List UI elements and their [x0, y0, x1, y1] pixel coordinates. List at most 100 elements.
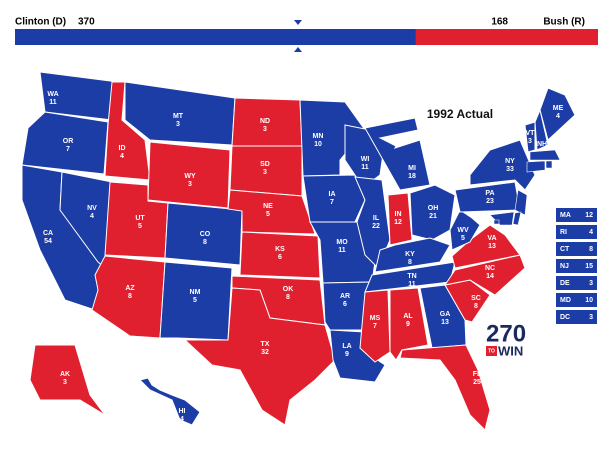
state-votes: 3	[63, 379, 67, 386]
state	[399, 344, 491, 431]
state-abbr: NE	[263, 203, 273, 210]
state-votes: 23	[486, 198, 494, 205]
state-abbr: WI	[361, 156, 370, 163]
state-abbr: NV	[87, 205, 97, 212]
state	[239, 231, 321, 279]
state-votes: 5	[266, 211, 270, 218]
state-votes: 11	[49, 99, 57, 106]
state-abbr: AL	[403, 313, 413, 320]
logo-word: WIN	[498, 343, 523, 358]
state-votes: 5	[461, 235, 465, 242]
small-state	[493, 219, 500, 225]
state	[387, 192, 413, 246]
state	[374, 237, 451, 273]
state	[469, 139, 536, 191]
state-votes: 7	[330, 199, 334, 206]
state-votes: 8	[203, 239, 207, 246]
state-votes: 4	[90, 213, 94, 220]
small-state-box	[556, 293, 597, 307]
left-votes: 370	[78, 17, 95, 28]
midpoint-marker	[294, 47, 302, 52]
small-state-votes: 4	[589, 229, 593, 236]
state-votes: 9	[406, 321, 410, 328]
logo-small: TO	[488, 348, 495, 354]
state-abbr: ND	[260, 118, 270, 125]
state-abbr: TN	[407, 273, 416, 280]
state-abbr: GA	[440, 311, 451, 318]
state	[359, 289, 391, 363]
state-votes: 4	[120, 153, 124, 160]
state-abbr: SD	[260, 161, 270, 168]
state-votes: 4	[180, 416, 184, 423]
state	[124, 81, 236, 146]
small-state-box	[556, 208, 597, 222]
state-votes: 3	[528, 138, 532, 145]
state-votes: 6	[278, 254, 282, 261]
small-state-abbr: MD	[560, 297, 571, 304]
state	[364, 117, 431, 191]
small-state-votes: 3	[589, 314, 593, 321]
state-abbr: CO	[200, 231, 211, 238]
state-abbr: IL	[373, 215, 380, 222]
state-abbr: UT	[135, 215, 145, 222]
state-abbr: IN	[395, 211, 402, 218]
state-votes: 21	[429, 213, 437, 220]
state	[539, 87, 576, 141]
state-votes: 8	[474, 303, 478, 310]
small-state-list: MA 12 RI 4 CT 8 NJ 15 DE 3 MD 10 DC 3	[556, 208, 597, 324]
state-abbr: OH	[428, 205, 439, 212]
state	[534, 108, 549, 151]
state-votes: 14	[486, 273, 494, 280]
state-votes: 3	[263, 126, 267, 133]
small-state-votes: 12	[585, 212, 593, 219]
right-candidate: Bush (R)	[543, 17, 585, 28]
state	[183, 287, 336, 426]
state-abbr: ID	[119, 145, 126, 152]
state-votes: 25	[473, 379, 481, 386]
state-votes: 5	[193, 297, 197, 304]
state	[354, 176, 391, 269]
state-abbr: WA	[47, 91, 58, 98]
state-abbr: AK	[60, 371, 70, 378]
state-abbr: ME	[553, 105, 564, 112]
state-votes: 11	[338, 247, 346, 254]
logo-number: 270	[486, 320, 526, 347]
small-state	[489, 211, 515, 226]
right-bar	[415, 29, 598, 45]
state-abbr: AR	[340, 293, 350, 300]
map-title: 1992 Actual	[427, 107, 493, 121]
state-votes: 13	[441, 319, 449, 326]
state-abbr: AZ	[125, 285, 135, 292]
state-votes: 7	[373, 323, 377, 330]
small-state-box	[556, 259, 597, 273]
state-abbr: KY	[405, 251, 415, 258]
small-state-box	[556, 225, 597, 239]
state-votes: 6	[343, 301, 347, 308]
small-state-abbr: DC	[560, 314, 570, 321]
small-state-abbr: DE	[560, 280, 570, 287]
state	[29, 344, 106, 416]
state-abbr: TX	[261, 341, 270, 348]
state-abbr: MI	[408, 165, 416, 172]
small-state	[529, 149, 561, 161]
state-votes: 12	[394, 219, 402, 226]
small-state-box	[556, 276, 597, 290]
small-state-votes: 10	[585, 297, 593, 304]
state-abbr: SC	[471, 295, 481, 302]
state-abbr: NH	[537, 141, 547, 148]
state-abbr: MS	[370, 315, 381, 322]
state-votes: 8	[408, 259, 412, 266]
small-state	[512, 211, 522, 226]
state-votes: 8	[128, 293, 132, 300]
state-abbr: MO	[336, 239, 348, 246]
state-votes: 13	[488, 243, 496, 250]
logo-badge	[486, 346, 497, 356]
state-abbr: MN	[313, 133, 324, 140]
state-votes: 5	[138, 223, 142, 230]
state-votes: 10	[314, 141, 322, 148]
small-state-box	[556, 242, 597, 256]
state-abbr: LA	[342, 343, 351, 350]
midpoint-marker	[294, 20, 302, 25]
state-abbr: KS	[275, 246, 285, 253]
